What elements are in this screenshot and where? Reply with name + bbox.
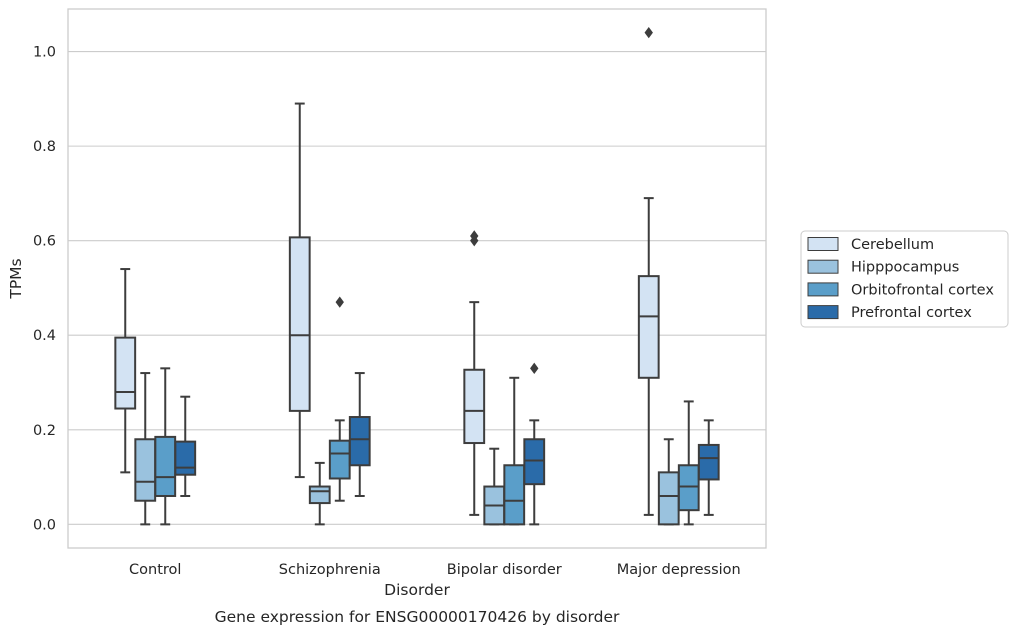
y-axis-title: TPMs bbox=[7, 258, 25, 299]
box-iqr bbox=[328, 439, 351, 480]
y-tick-label: 0.8 bbox=[33, 139, 56, 155]
box-iqr bbox=[288, 236, 311, 412]
box-orbitofrontal-cortex-bipolar-disorder bbox=[503, 376, 526, 526]
chart-caption: Gene expression for ENSG00000170426 by d… bbox=[215, 608, 620, 626]
plot-frame bbox=[67, 8, 767, 549]
box-prefrontal-cortex-bipolar-disorder bbox=[523, 362, 546, 526]
legend: Cerebellum Hipppocampus Orbitofrontal cort… bbox=[800, 230, 1009, 328]
outlier-point bbox=[530, 362, 539, 375]
legend-label: Prefrontal cortex bbox=[851, 305, 972, 321]
box-iqr bbox=[154, 435, 177, 497]
x-tick-label: Major depression bbox=[617, 562, 741, 578]
box-orbitofrontal-cortex-major-depression bbox=[677, 400, 700, 526]
box-iqr bbox=[463, 368, 486, 445]
box-layer bbox=[114, 26, 720, 526]
box-cerebellum-schizophrenia bbox=[288, 102, 311, 479]
box-hipppocampus-bipolar-disorder bbox=[483, 447, 506, 526]
box-iqr bbox=[134, 438, 157, 502]
box-iqr bbox=[308, 485, 331, 505]
box-prefrontal-cortex-schizophrenia bbox=[348, 372, 371, 497]
outlier-point bbox=[470, 230, 479, 242]
box-cerebellum-control bbox=[114, 268, 137, 474]
box-iqr bbox=[114, 336, 137, 410]
legend-swatch bbox=[807, 305, 839, 320]
legend-swatch bbox=[807, 237, 839, 251]
y-tick-label: 0.2 bbox=[33, 423, 56, 439]
box-iqr bbox=[677, 464, 700, 512]
x-tick-labels: Control Schizophrenia Bipolar disorder Majo… bbox=[129, 562, 741, 578]
y-tick-label: 0.6 bbox=[33, 234, 56, 250]
legend-label: Cerebellum bbox=[851, 237, 934, 253]
x-tick-label: Bipolar disorder bbox=[447, 562, 562, 578]
box-iqr bbox=[174, 440, 197, 476]
box-iqr bbox=[637, 275, 660, 379]
x-tick-label: Control bbox=[129, 562, 181, 578]
x-tick-label: Schizophrenia bbox=[279, 562, 381, 578]
legend-swatch bbox=[807, 259, 839, 274]
box-iqr bbox=[348, 416, 371, 467]
outlier-point bbox=[335, 296, 344, 308]
box-cerebellum-bipolar-disorder bbox=[463, 230, 486, 516]
box-iqr bbox=[523, 438, 546, 486]
y-tick-label: 0.4 bbox=[33, 328, 56, 344]
box-prefrontal-cortex-control bbox=[174, 395, 197, 497]
box-prefrontal-cortex-major-depression bbox=[697, 419, 720, 516]
legend-swatch bbox=[807, 282, 839, 297]
outlier-point bbox=[644, 26, 653, 39]
box-iqr bbox=[657, 471, 680, 526]
box-cerebellum-major-depression bbox=[637, 26, 660, 516]
legend-label: Hipppocampus bbox=[851, 260, 959, 276]
box-hipppocampus-major-depression bbox=[657, 438, 680, 526]
x-axis-title: Disorder bbox=[384, 581, 450, 599]
legend-label: Orbitofrontal cortex bbox=[851, 282, 994, 298]
y-tick-labels: 0.0 0.2 0.4 0.6 0.8 1.0 bbox=[33, 45, 56, 534]
y-tick-label: 1.0 bbox=[33, 45, 56, 61]
box-iqr bbox=[697, 443, 720, 481]
legend-frame bbox=[800, 230, 1009, 328]
box-hipppocampus-schizophrenia bbox=[308, 461, 331, 526]
box-iqr bbox=[503, 464, 526, 526]
box-hipppocampus-control bbox=[134, 372, 157, 526]
y-tick-label: 0.0 bbox=[33, 517, 56, 533]
